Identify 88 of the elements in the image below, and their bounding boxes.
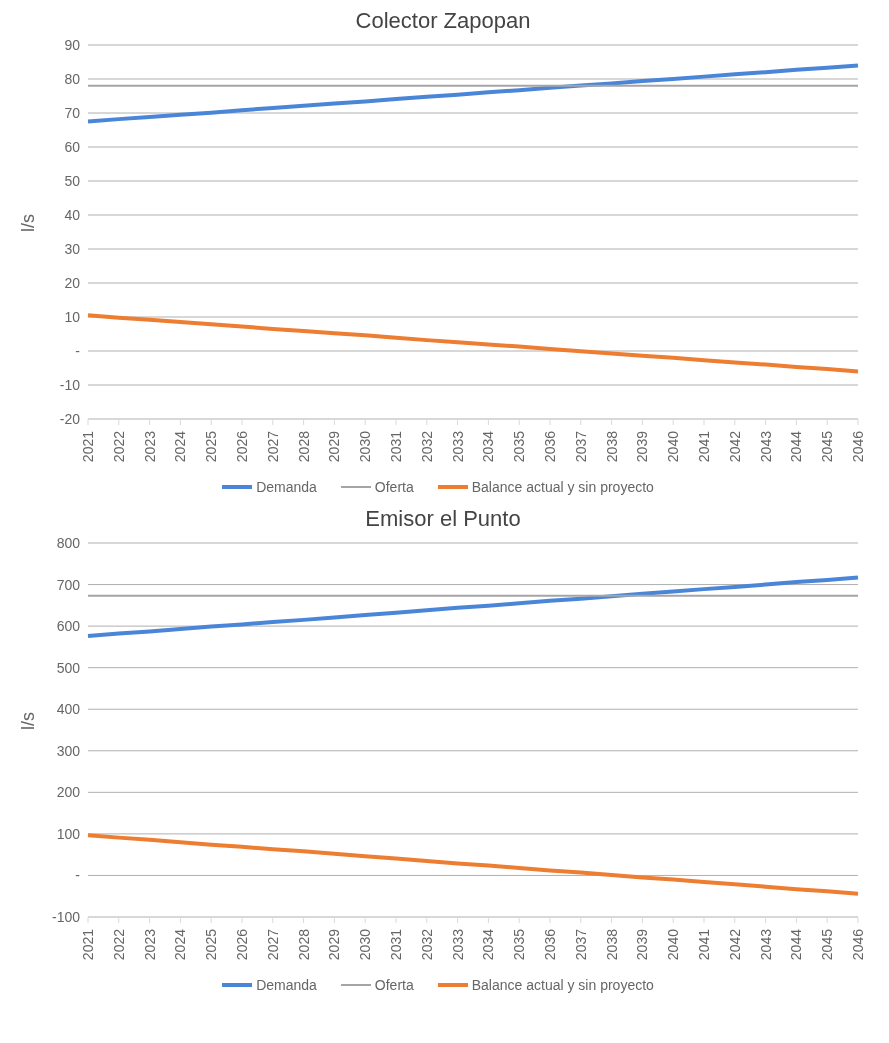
y-tick-label: 300	[56, 742, 81, 759]
x-tick-label: 2032	[418, 928, 435, 961]
y-tick-label: 90	[64, 36, 81, 53]
x-tick-label: 2031	[388, 430, 404, 463]
x-tick-label: 2035	[511, 430, 528, 463]
x-tick-label: 2042	[726, 430, 743, 463]
x-tick-label: 2033	[449, 928, 466, 961]
y-tick-label: 600	[56, 618, 81, 635]
y-tick-label: 20	[64, 274, 81, 291]
x-tick-label: 2029	[326, 430, 343, 463]
x-tick-label: 2021	[80, 928, 96, 961]
x-tick-label: 2038	[603, 928, 620, 961]
x-tick-label: 2026	[234, 430, 250, 463]
line-series	[86, 63, 860, 124]
x-tick-label: 2030	[357, 430, 374, 463]
y-tick-label: 200	[56, 784, 81, 801]
x-tick-label: 2041	[696, 928, 712, 961]
y-tick-label: -	[75, 867, 81, 884]
x-tick-label: 2043	[757, 928, 774, 961]
y-tick-label: 80	[64, 70, 81, 87]
x-tick-label: 2045	[819, 928, 836, 961]
y-tick-label: -10	[59, 376, 81, 393]
y-tick-label: 700	[56, 576, 81, 593]
x-tick-label: 2039	[634, 928, 651, 961]
x-tick-label: 2033	[449, 430, 466, 463]
y-tick-label: 10	[64, 308, 81, 325]
x-tick-label: 2046	[850, 928, 866, 961]
y-axis-title: l/s	[18, 712, 39, 730]
x-tick-label: 2036	[542, 430, 558, 463]
y-tick-label: -20	[59, 410, 81, 427]
x-tick-label: 2045	[819, 430, 836, 463]
y-tick-label: 30	[64, 240, 81, 257]
x-tick-label: 2023	[141, 928, 158, 961]
x-tick-label: 2041	[696, 430, 712, 463]
x-tick-label: 2022	[110, 430, 127, 463]
x-tick-label: 2046	[850, 430, 866, 463]
y-tick-label: -100	[51, 908, 81, 925]
x-tick-label: 2044	[788, 430, 805, 463]
x-tick-label: 2040	[665, 928, 682, 961]
legend-label: Balance actual y sin proyecto	[471, 977, 654, 993]
x-tick-label: 2028	[295, 928, 312, 961]
y-tick-label: 500	[56, 659, 81, 676]
chart-title: Emisor el Punto	[364, 506, 522, 532]
x-tick-label: 2027	[264, 430, 281, 463]
y-tick-label: 400	[56, 701, 81, 718]
legend-label: Demanda	[256, 479, 317, 495]
x-tick-label: 2027	[264, 928, 281, 961]
x-tick-label: 2037	[572, 430, 589, 463]
x-tick-label: 2026	[234, 928, 250, 961]
x-tick-label: 2022	[110, 928, 127, 961]
x-tick-label: 2023	[141, 430, 158, 463]
x-tick-label: 2034	[480, 928, 497, 961]
y-tick-label: 70	[64, 104, 81, 121]
chart-title: Colector Zapopan	[354, 8, 532, 34]
x-tick-label: 2039	[634, 430, 651, 463]
line-series	[86, 313, 860, 374]
x-tick-label: 2028	[295, 430, 312, 463]
x-tick-label: 2044	[788, 928, 805, 961]
y-axis-title: l/s	[18, 214, 39, 232]
y-tick-label: 60	[64, 138, 81, 155]
y-tick-label: 100	[56, 825, 81, 842]
x-tick-label: 2025	[203, 430, 220, 463]
legend-label: Balance actual y sin proyecto	[471, 479, 654, 495]
legend-label: Demanda	[256, 977, 317, 993]
legend-label: Oferta	[374, 479, 414, 495]
x-tick-label: 2024	[172, 928, 189, 961]
x-tick-label: 2035	[511, 928, 528, 961]
x-tick-label: 2031	[388, 928, 404, 961]
legend-label: Oferta	[374, 977, 414, 993]
line-series	[86, 833, 860, 896]
x-tick-label: 2042	[726, 928, 743, 961]
y-tick-label: 50	[64, 172, 81, 189]
x-tick-label: 2043	[757, 430, 774, 463]
y-tick-label: -	[75, 342, 81, 359]
x-tick-label: 2040	[665, 430, 682, 463]
x-tick-label: 2034	[480, 430, 497, 463]
x-tick-label: 2025	[203, 928, 220, 961]
x-tick-label: 2024	[172, 430, 189, 463]
x-tick-label: 2036	[542, 928, 558, 961]
x-tick-label: 2021	[80, 430, 96, 463]
x-tick-label: 2038	[603, 430, 620, 463]
line-series	[86, 575, 860, 639]
y-tick-label: 40	[64, 206, 81, 223]
x-tick-label: 2030	[357, 928, 374, 961]
x-tick-label: 2029	[326, 928, 343, 961]
y-tick-label: 800	[56, 534, 81, 551]
x-tick-label: 2032	[418, 430, 435, 463]
x-tick-label: 2037	[572, 928, 589, 961]
